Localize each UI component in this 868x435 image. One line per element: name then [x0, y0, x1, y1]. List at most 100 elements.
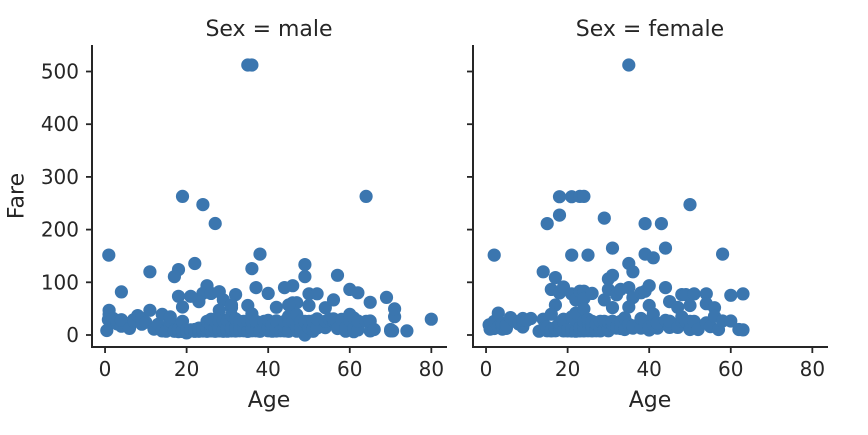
scatter-point — [388, 302, 402, 316]
scatter-point — [196, 198, 210, 212]
x-tick-label: 20 — [555, 357, 580, 381]
scatter-point — [544, 307, 558, 321]
scatter-point — [184, 289, 198, 303]
scatter-point — [548, 271, 563, 285]
scatter-point — [114, 313, 128, 327]
x-tick-label: 40 — [255, 357, 280, 381]
scatter-point — [167, 270, 181, 284]
scatter-point — [367, 322, 381, 337]
scatter-point — [654, 217, 669, 231]
scatter-point — [310, 287, 324, 301]
scatter-point — [424, 312, 438, 326]
scatter-point — [208, 216, 222, 231]
scatter-point — [363, 295, 377, 309]
x-tick-label: 0 — [99, 357, 112, 381]
scatter-point — [224, 298, 239, 312]
scatter-point — [605, 241, 620, 255]
scatter-point — [736, 287, 750, 301]
scatter-point — [658, 281, 673, 295]
scatter-point — [400, 324, 414, 338]
scatter-point — [330, 268, 345, 282]
x-tick-label: 80 — [800, 357, 825, 381]
scatter-point — [188, 256, 202, 271]
scatter-point — [585, 286, 599, 300]
scatter-point — [597, 211, 611, 225]
y-tick-label: 200 — [41, 218, 79, 242]
x-tick-label: 40 — [636, 357, 661, 381]
scatter-point — [102, 248, 116, 262]
scatter-point — [326, 293, 341, 307]
x-tick-label: 20 — [174, 357, 199, 381]
scatter-point — [577, 302, 591, 316]
facet-title-female: Sex = female — [575, 17, 725, 42]
scatter-point — [298, 270, 312, 284]
x-tick-label: 60 — [718, 357, 743, 381]
scatter-point — [175, 189, 190, 203]
scatter-point — [638, 217, 652, 231]
scatter-point — [171, 289, 186, 303]
scatter-point — [605, 301, 620, 315]
scatter-point — [724, 288, 738, 302]
scatter-point — [683, 198, 697, 212]
scatter-point — [245, 58, 259, 72]
y-tick-label: 0 — [66, 323, 79, 347]
scatter-point — [143, 303, 157, 317]
scatter-point — [386, 324, 400, 338]
scatter-point — [524, 311, 538, 326]
scatter-point — [683, 298, 697, 313]
facet-male: 0 20 40 60 80 0 100 200 300 400 500 — [41, 45, 447, 381]
y-tick-label: 300 — [41, 165, 79, 189]
scatter-point — [581, 248, 595, 262]
scatter-point — [245, 262, 259, 276]
scatter-point — [318, 301, 332, 315]
scatter-point — [577, 189, 591, 203]
scatter-point — [658, 241, 673, 255]
scatter-point — [269, 300, 283, 314]
scatter-point — [642, 279, 656, 293]
scatter-point — [687, 287, 701, 301]
scatter-point — [114, 285, 128, 299]
scatter-point — [622, 58, 636, 72]
scatter-point — [699, 287, 713, 301]
scatter-point — [298, 258, 312, 272]
scatter-point — [277, 281, 292, 295]
scatter-point — [487, 248, 501, 262]
scatter-point — [302, 298, 316, 313]
facet-female: 0 20 40 60 80 — [467, 45, 828, 381]
x-axis-label-left: Age — [247, 388, 291, 413]
scatter-point — [100, 323, 114, 338]
scatter-point — [282, 298, 296, 312]
scatter-point — [143, 265, 157, 279]
scatter-point — [379, 290, 394, 304]
scatter-point — [716, 247, 730, 261]
x-tick-label: 60 — [337, 357, 362, 381]
x-axis-label-right: Age — [628, 388, 672, 413]
scatter-point — [724, 314, 738, 328]
x-tick-label: 0 — [480, 357, 493, 381]
scatter-point — [229, 288, 243, 302]
scatter-point — [622, 281, 636, 295]
scatter-point — [552, 190, 567, 204]
scatter-point — [622, 300, 636, 314]
scatter-point — [212, 303, 226, 317]
scatter-point — [261, 286, 275, 300]
facet-title-male: Sex = male — [205, 17, 333, 42]
scatter-point — [351, 286, 365, 300]
scatter-point — [491, 306, 505, 320]
scatter-point — [359, 189, 373, 203]
scatter-point — [646, 251, 660, 265]
scatter-point — [736, 323, 750, 337]
scatter-point — [552, 208, 567, 222]
scatter-point — [540, 217, 554, 231]
x-tick-label: 80 — [419, 357, 444, 381]
scatter-point — [626, 265, 640, 279]
scatter-point — [605, 268, 620, 282]
scatter-point — [536, 265, 550, 279]
y-tick-label: 400 — [41, 112, 79, 136]
y-axis-label: Fare — [4, 172, 30, 220]
scatter-point — [163, 310, 177, 324]
scatter-point — [253, 247, 267, 261]
scatter-point — [175, 300, 190, 314]
